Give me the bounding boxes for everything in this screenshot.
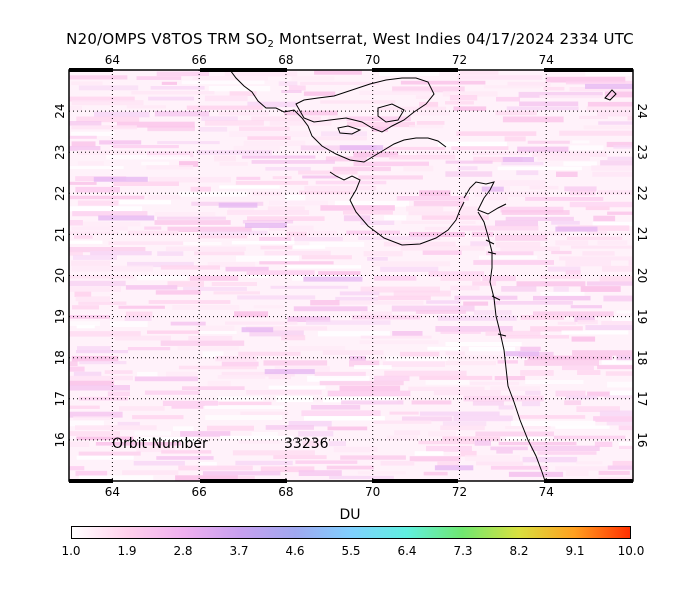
kathiawar-coastline	[329, 171, 465, 246]
colorbar-tick-label: 1.0	[61, 544, 81, 558]
colorbar-tick-label: 4.6	[285, 544, 305, 558]
lat-label-left: 20	[53, 268, 67, 283]
colorbar-tick-label: 10.0	[617, 544, 645, 558]
small-island-ne	[604, 89, 617, 101]
longitude-labels-bottom: 64 66 68 70 72 74	[105, 485, 554, 499]
latitude-labels-left: 24 23 22 21 20 19 18 17 16	[53, 103, 67, 447]
lat-label-left: 22	[53, 186, 67, 201]
lon-label-bottom: 70	[365, 485, 380, 499]
colorbar-tick-label: 1.9	[117, 544, 137, 558]
lat-label-right: 19	[635, 309, 649, 324]
lat-label-right: 18	[635, 350, 649, 365]
colorbar-tick-label: 2.8	[173, 544, 193, 558]
map-frame	[68, 69, 634, 482]
colorbar-tick-label: 6.4	[397, 544, 417, 558]
lon-label-bottom: 64	[105, 485, 120, 499]
lon-label-bottom: 66	[192, 485, 207, 499]
little-rann-outline	[377, 103, 405, 123]
rann-of-kutch-outline	[295, 77, 435, 133]
lat-label-right: 21	[635, 227, 649, 242]
lat-label-left: 19	[53, 309, 67, 324]
lat-label-right: 24	[635, 103, 649, 118]
lon-label-top: 74	[539, 53, 554, 67]
mumbai-creeks	[485, 239, 507, 337]
lat-label-left: 16	[53, 432, 67, 447]
lon-label-top: 66	[192, 53, 207, 67]
colorbar-tick-label: 8.2	[509, 544, 529, 558]
lat-label-right: 20	[635, 268, 649, 283]
lat-label-left: 23	[53, 145, 67, 160]
orbit-number-label: Orbit Number	[112, 436, 208, 452]
lat-label-right: 16	[635, 432, 649, 447]
lat-label-left: 21	[53, 227, 67, 242]
orbit-number-value: 33236	[284, 436, 329, 452]
lat-label-left: 24	[53, 103, 67, 118]
lat-lon-grid	[69, 70, 633, 481]
gulf-of-kutch-island	[337, 125, 362, 135]
lon-label-top: 64	[105, 53, 120, 67]
colorbar-unit: DU	[339, 507, 361, 523]
lat-label-right: 22	[635, 186, 649, 201]
lon-label-top: 68	[278, 53, 293, 67]
gulf-of-khambhat-coastline	[463, 181, 507, 215]
lon-label-bottom: 74	[539, 485, 554, 499]
lon-label-top: 72	[452, 53, 467, 67]
so2-streaks	[69, 70, 633, 481]
lat-label-right: 23	[635, 145, 649, 160]
western-india-coastline	[477, 211, 546, 481]
lon-label-bottom: 68	[278, 485, 293, 499]
colorbar-tick-label: 7.3	[453, 544, 473, 558]
coastline-pakistan-gujarat	[229, 70, 447, 163]
map-title: N20/OMPS V8TOS TRM SO2 Montserrat, West …	[66, 30, 634, 50]
longitude-labels-top: 64 66 68 70 72 74	[105, 53, 554, 67]
lat-label-left: 17	[53, 391, 67, 406]
colorbar	[71, 526, 631, 539]
colorbar-tick-label: 9.1	[565, 544, 585, 558]
lat-label-left: 18	[53, 350, 67, 365]
colorbar-tick-label: 3.7	[229, 544, 249, 558]
lat-label-right: 17	[635, 391, 649, 406]
latitude-labels-right: 24 23 22 21 20 19 18 17 16	[635, 103, 649, 447]
frame-bars	[69, 68, 633, 483]
lon-label-bottom: 72	[452, 485, 467, 499]
lon-label-top: 70	[365, 53, 380, 67]
colorbar-tick-label: 5.5	[341, 544, 361, 558]
